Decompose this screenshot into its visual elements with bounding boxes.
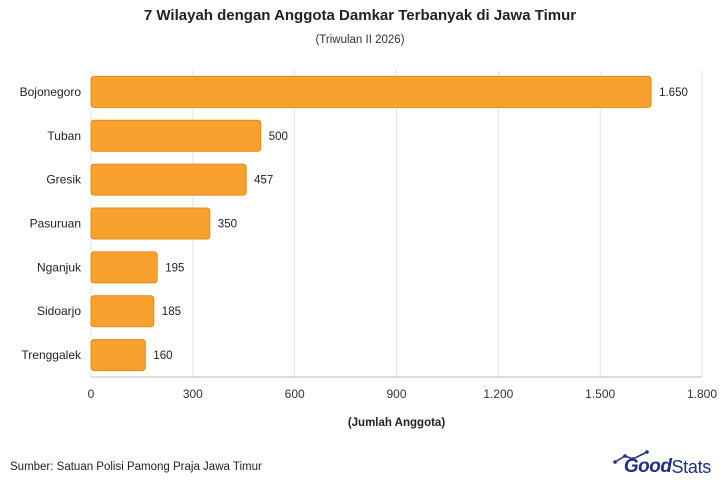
logo-stats-text: Stats: [671, 457, 711, 477]
category-label: Bojonegoro: [20, 85, 82, 99]
x-tick-label: 0: [88, 387, 95, 401]
bar: [90, 339, 146, 372]
bar: [90, 163, 247, 196]
data-label: 457: [254, 175, 273, 187]
x-tick-label: 600: [285, 387, 305, 401]
category-label: Trenggalek: [21, 348, 82, 362]
goodstats-logo: Good Stats: [613, 450, 711, 478]
bar: [90, 207, 211, 240]
bar: [90, 75, 652, 108]
category-label: Gresik: [46, 173, 82, 187]
trend-line-icon: [613, 450, 649, 464]
data-label: 500: [269, 131, 288, 143]
x-tick-label: 1.200: [483, 387, 513, 401]
chart-title: 7 Wilayah dengan Anggota Damkar Terbanya…: [143, 7, 577, 24]
x-axis-title: (Jumlah Anggota): [348, 417, 445, 429]
source-note: Sumber: Satuan Polisi Pamong Praja Jawa …: [10, 461, 262, 473]
category-label: Pasuruan: [30, 217, 81, 231]
chart-subtitle: (Triwulan II 2026): [315, 34, 405, 46]
data-label: 160: [153, 350, 172, 362]
category-label: Nganjuk: [37, 260, 82, 274]
x-tick-label: 900: [386, 387, 406, 401]
bar: [90, 251, 158, 284]
data-label: 1.650: [659, 87, 688, 99]
data-label: 195: [165, 262, 184, 274]
category-label: Sidoarjo: [37, 304, 81, 318]
x-tick-label: 1.800: [687, 387, 717, 401]
category-label: Tuban: [47, 129, 81, 143]
logo-good-text: Good: [623, 456, 672, 477]
bar: [90, 295, 155, 328]
x-tick-label: 1.500: [585, 387, 615, 401]
bar: [90, 119, 262, 152]
data-label: 185: [162, 306, 181, 318]
data-label: 350: [218, 219, 237, 231]
x-tick-label: 300: [183, 387, 203, 401]
